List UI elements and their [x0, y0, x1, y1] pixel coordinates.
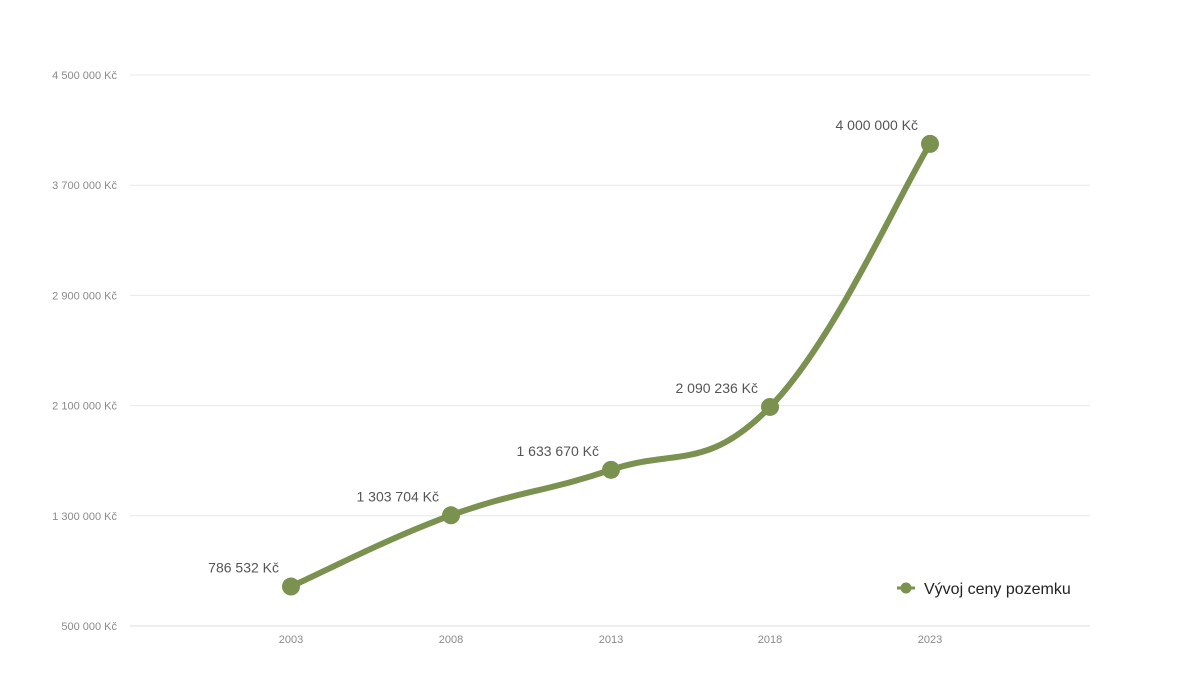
x-tick-label: 2003: [279, 634, 303, 646]
x-tick-label: 2013: [599, 634, 623, 646]
x-tick-label: 2023: [918, 634, 942, 646]
y-tick-label: 4 500 000 Kč: [52, 70, 117, 82]
grid-lines: [130, 74, 1090, 627]
y-tick-label: 1 300 000 Kč: [52, 511, 117, 523]
data-labels: 786 532 Kč 1 303 704 Kč 1 633 670 Kč 2 090 …: [208, 117, 918, 576]
y-tick-label: 3 700 000 Kč: [52, 180, 117, 192]
data-label: 4 000 000 Kč: [835, 117, 918, 133]
series-line: [288, 140, 933, 590]
data-point: [761, 397, 779, 416]
x-axis: 2003 2008 2013 2018 2023: [279, 634, 942, 646]
data-points: [282, 134, 939, 596]
legend[interactable]: Vývoj ceny pozemku: [897, 581, 1071, 598]
data-label: 786 532 Kč: [208, 560, 279, 576]
data-label: 2 090 236 Kč: [675, 380, 758, 396]
y-tick-label: 2 100 000 Kč: [52, 401, 117, 413]
data-point: [282, 577, 300, 596]
data-point: [442, 506, 460, 525]
y-axis: 500 000 Kč 1 300 000 Kč 2 100 000 Kč 2 900 …: [52, 70, 117, 633]
data-point: [602, 460, 620, 479]
legend-marker: [900, 582, 912, 594]
data-point: [921, 134, 939, 153]
x-tick-label: 2008: [439, 634, 463, 646]
x-tick-label: 2018: [758, 634, 782, 646]
y-tick-label: 2 900 000 Kč: [52, 290, 117, 302]
data-label: 1 633 670 Kč: [516, 443, 599, 459]
y-tick-label: 500 000 Kč: [61, 621, 117, 633]
legend-item[interactable]: Vývoj ceny pozemku: [897, 581, 1071, 598]
data-label: 1 303 704 Kč: [356, 488, 439, 504]
legend-label: Vývoj ceny pozemku: [924, 581, 1071, 598]
series-lines: [288, 140, 933, 590]
